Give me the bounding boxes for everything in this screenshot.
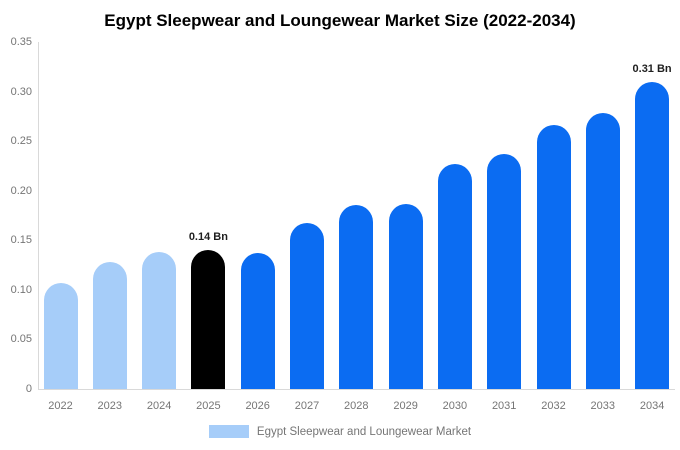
y-tick-label: 0.05	[10, 333, 32, 346]
x-tick-label-2026: 2026	[245, 400, 270, 412]
bar-2026	[240, 253, 275, 389]
bar-value-label-2034: 0.31 Bn	[632, 62, 672, 75]
bar-2032	[536, 125, 571, 389]
bar-2027	[290, 223, 324, 389]
bar-2029	[388, 203, 423, 389]
legend-swatch-icon	[208, 425, 249, 438]
x-tick-label-2031: 2031	[491, 400, 517, 412]
bar-2030	[437, 163, 472, 389]
chart-title: Egypt Sleepwear and Loungewear Market Si…	[104, 11, 576, 30]
x-tick-label-2032: 2032	[541, 400, 566, 412]
x-tick-label-2024: 2024	[146, 400, 172, 412]
y-tick-label: 0.15	[10, 234, 32, 247]
y-tick-label: 0.25	[10, 135, 32, 148]
bar-value-label-2025: 0.14 Bn	[188, 231, 228, 244]
x-tick-label-2034: 2034	[639, 400, 665, 412]
x-tick-label-2033: 2033	[590, 400, 616, 412]
bar-2028	[339, 204, 374, 389]
x-tick-label-2030: 2030	[442, 400, 468, 412]
bar-2024	[142, 252, 177, 389]
y-tick-label: 0.20	[10, 184, 32, 197]
x-tick-label-2027: 2027	[294, 400, 320, 412]
legend-label: Egypt Sleepwear and Loungewear Market	[256, 425, 472, 438]
bar-2031	[487, 154, 522, 389]
bar-2023	[92, 262, 127, 389]
legend: Egypt Sleepwear and Loungewear Market	[0, 425, 680, 438]
bar-2022	[43, 282, 78, 389]
x-tick-label-2029: 2029	[393, 400, 418, 412]
bar-2033	[585, 113, 620, 389]
bar-2034	[635, 81, 670, 389]
y-axis-line	[38, 42, 39, 389]
y-tick-label: 0.30	[10, 85, 32, 98]
x-tick-label-2028: 2028	[344, 400, 369, 412]
x-tick-label-2023: 2023	[97, 400, 123, 412]
x-axis-line	[38, 389, 675, 390]
y-tick-label: 0.10	[10, 283, 32, 296]
bar-2025	[191, 250, 226, 389]
x-tick-label-2022: 2022	[48, 400, 73, 412]
y-tick-label: 0	[25, 383, 32, 395]
y-tick-label: 0.35	[10, 36, 32, 48]
x-tick-label-2025: 2025	[196, 400, 221, 412]
